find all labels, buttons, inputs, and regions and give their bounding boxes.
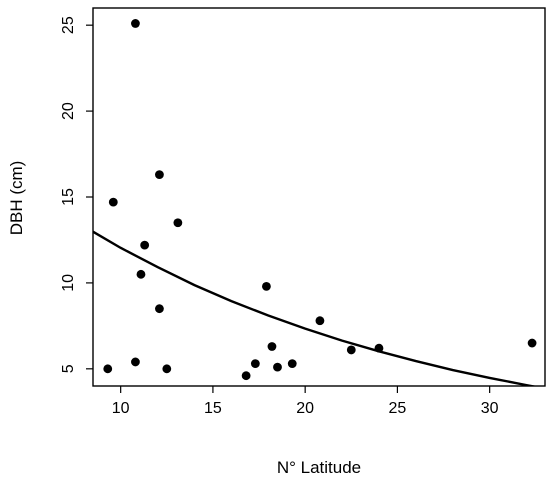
data-point [250,359,260,369]
data-point [173,218,183,228]
data-point [131,19,140,28]
data-point [103,364,113,374]
x-tick-label: 15 [204,400,222,417]
data-points [103,19,537,381]
data-point [527,338,537,348]
x-tick-label: 10 [112,400,130,417]
data-point [346,345,356,355]
data-point [374,343,384,353]
x-tick-label: 30 [481,400,499,417]
y-tick-label: 20 [60,102,77,120]
data-point [155,304,164,314]
data-point [273,362,282,372]
x-axis: 10 15 20 25 30 [112,386,499,417]
y-tick-label: 10 [60,274,77,292]
y-tick-label: 25 [60,16,77,34]
data-point [131,357,140,367]
data-point [162,364,172,374]
x-tick-label: 25 [389,400,407,417]
x-tick-label: 20 [296,400,314,417]
data-point [108,197,118,207]
data-point [155,170,164,180]
data-point [262,281,271,291]
data-point [136,269,146,279]
data-point [241,371,251,381]
fit-line-layer [93,230,538,386]
y-tick-label: 15 [60,188,77,206]
plot-frame [92,7,546,387]
data-point [315,316,325,326]
y-axis: 5 10 15 20 25 [60,16,93,373]
data-point [287,359,297,369]
y-axis-title: DBH (cm) [7,161,26,236]
fit-curve [93,230,538,386]
y-tick-label: 5 [60,364,77,373]
data-point [140,240,150,250]
x-axis-title: N° Latitude [277,458,361,477]
data-point [267,342,277,351]
